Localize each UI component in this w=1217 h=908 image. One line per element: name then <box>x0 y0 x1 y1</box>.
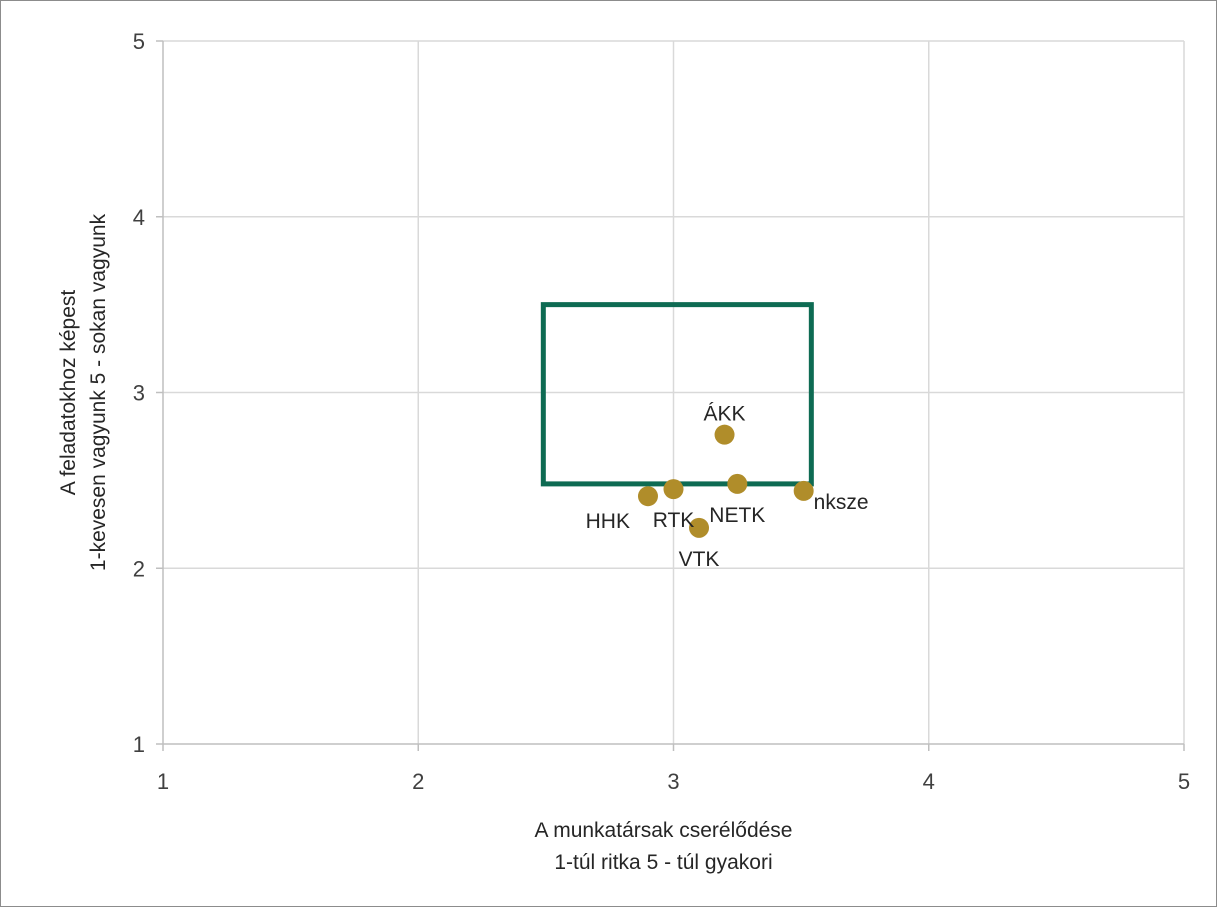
x-tick-label-3: 3 <box>667 769 679 794</box>
data-label-kk: ÁKK <box>704 403 746 426</box>
target-range-box <box>540 302 814 487</box>
data-label-hhk: HHK <box>586 510 630 533</box>
axis-titles-layer: A munkatársak cserélődése 1-túl ritka 5 -… <box>57 213 792 874</box>
data-point-netk <box>727 473 748 494</box>
data-label-netk: NETK <box>709 504 765 527</box>
x-tick-label-2: 2 <box>412 769 424 794</box>
data-point-kk <box>714 424 735 445</box>
point-labels-layer: ÁKK NETK RTK HHK nksze VTK <box>586 403 869 571</box>
data-point-rtk <box>663 479 684 500</box>
y-tick-label-1: 1 <box>133 732 145 757</box>
x-tick-label-5: 5 <box>1178 769 1190 794</box>
points-layer <box>637 424 814 538</box>
data-label-nksze: nksze <box>814 491 869 514</box>
y-axis-title-line-1: A feladatokhoz képest <box>57 290 80 496</box>
target-box-layer <box>540 302 814 487</box>
y-tick-label-2: 2 <box>133 556 145 581</box>
data-label-vtk: VTK <box>679 548 720 571</box>
x-axis-title-line-1: A munkatársak cserélődése <box>535 819 793 842</box>
y-axis-title-line-2: 1-kevesen vagyunk 5 - sokan vagyunk <box>87 213 110 571</box>
data-label-rtk: RTK <box>653 509 695 532</box>
grid-layer <box>163 40 1185 744</box>
x-tick-label-1: 1 <box>157 769 169 794</box>
data-point-nksze <box>793 480 814 501</box>
y-tick-label-5: 5 <box>133 29 145 54</box>
x-tick-label-4: 4 <box>923 769 935 794</box>
x-axis-title-line-2: 1-túl ritka 5 - túl gyakori <box>554 851 772 874</box>
data-point-vtk <box>689 517 710 538</box>
data-point-hhk <box>637 486 658 507</box>
y-tick-label-3: 3 <box>133 381 145 406</box>
y-tick-label-4: 4 <box>133 205 145 230</box>
axis-layer: 1 2 3 4 5 1 2 3 4 5 <box>133 29 1190 794</box>
